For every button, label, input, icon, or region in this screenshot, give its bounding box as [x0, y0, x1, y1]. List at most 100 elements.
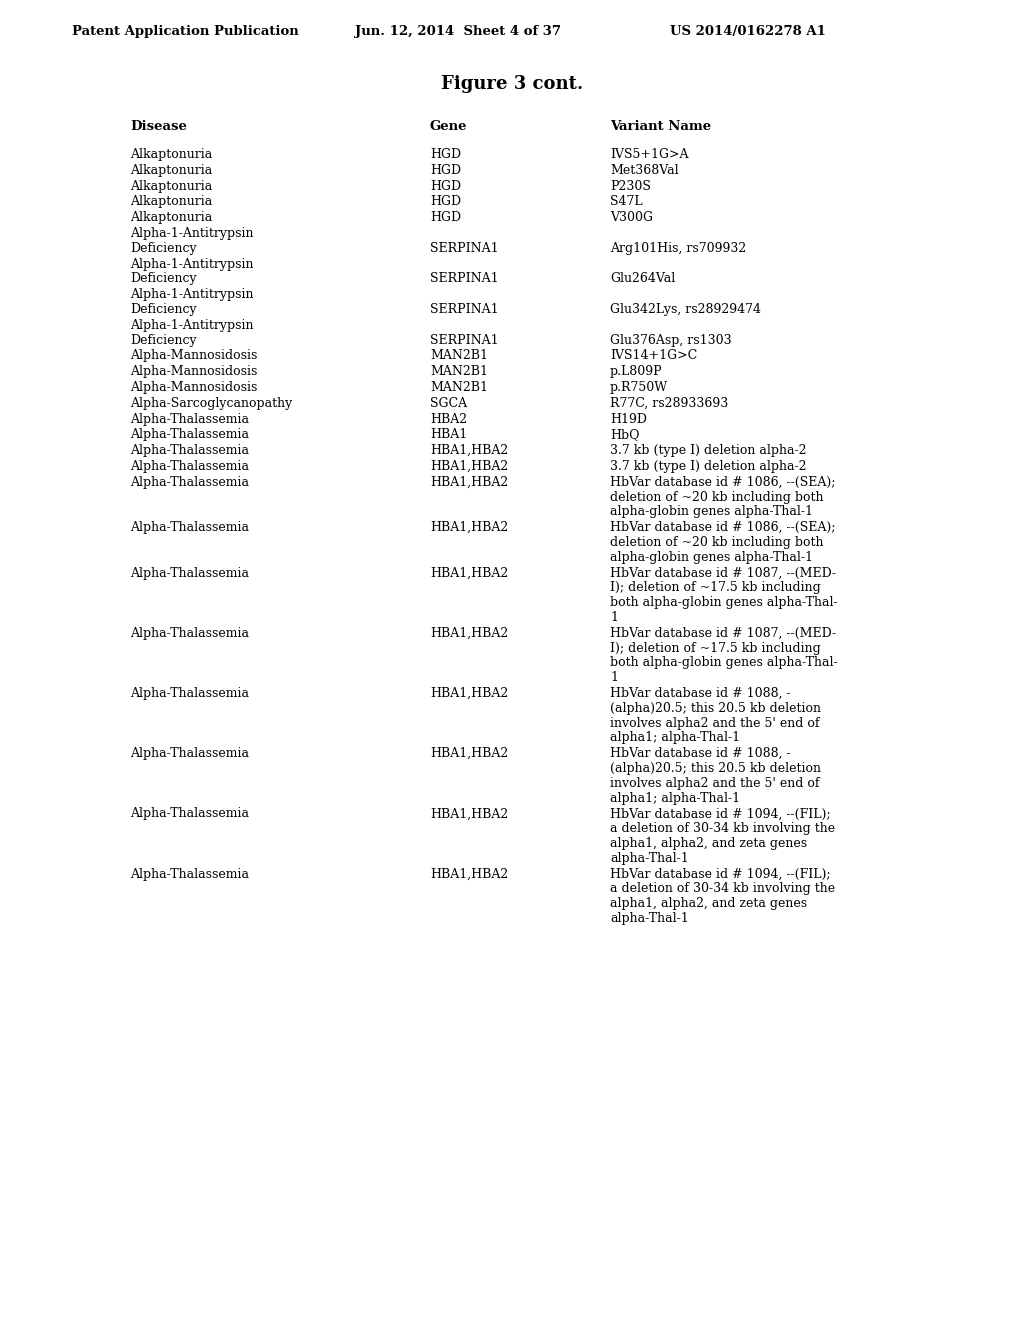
Text: both alpha-globin genes alpha-Thal-: both alpha-globin genes alpha-Thal-: [610, 656, 838, 669]
Text: HGD: HGD: [430, 195, 461, 209]
Text: HBA2: HBA2: [430, 413, 467, 425]
Text: both alpha-globin genes alpha-Thal-: both alpha-globin genes alpha-Thal-: [610, 597, 838, 610]
Text: R77C, rs28933693: R77C, rs28933693: [610, 397, 728, 409]
Text: alpha-globin genes alpha-Thal-1: alpha-globin genes alpha-Thal-1: [610, 550, 813, 564]
Text: HBA1,HBA2: HBA1,HBA2: [430, 627, 508, 640]
Text: I); deletion of ~17.5 kb including: I); deletion of ~17.5 kb including: [610, 642, 821, 655]
Text: alpha1, alpha2, and zeta genes: alpha1, alpha2, and zeta genes: [610, 898, 807, 911]
Text: Alpha-Thalassemia: Alpha-Thalassemia: [130, 459, 249, 473]
Text: V300G: V300G: [610, 211, 653, 224]
Text: SERPINA1: SERPINA1: [430, 272, 499, 285]
Text: S47L: S47L: [610, 195, 643, 209]
Text: HBA1,HBA2: HBA1,HBA2: [430, 475, 508, 488]
Text: Alpha-Thalassemia: Alpha-Thalassemia: [130, 475, 249, 488]
Text: alpha-Thal-1: alpha-Thal-1: [610, 912, 689, 925]
Text: 1: 1: [610, 671, 618, 684]
Text: IVS14+1G>C: IVS14+1G>C: [610, 350, 697, 363]
Text: Deficiency: Deficiency: [130, 304, 197, 315]
Text: Gene: Gene: [430, 120, 468, 133]
Text: MAN2B1: MAN2B1: [430, 350, 488, 363]
Text: Alpha-1-Antitrypsin: Alpha-1-Antitrypsin: [130, 257, 254, 271]
Text: Patent Application Publication: Patent Application Publication: [72, 25, 299, 38]
Text: Alpha-Thalassemia: Alpha-Thalassemia: [130, 429, 249, 441]
Text: Variant Name: Variant Name: [610, 120, 711, 133]
Text: Deficiency: Deficiency: [130, 242, 197, 255]
Text: Alpha-Thalassemia: Alpha-Thalassemia: [130, 747, 249, 760]
Text: alpha1; alpha-Thal-1: alpha1; alpha-Thal-1: [610, 731, 740, 744]
Text: Alpha-Mannosidosis: Alpha-Mannosidosis: [130, 350, 257, 363]
Text: HBA1,HBA2: HBA1,HBA2: [430, 566, 508, 579]
Text: deletion of ~20 kb including both: deletion of ~20 kb including both: [610, 536, 823, 549]
Text: Alpha-1-Antitrypsin: Alpha-1-Antitrypsin: [130, 288, 254, 301]
Text: (alpha)20.5; this 20.5 kb deletion: (alpha)20.5; this 20.5 kb deletion: [610, 702, 821, 715]
Text: Alpha-Mannosidosis: Alpha-Mannosidosis: [130, 366, 257, 379]
Text: alpha1; alpha-Thal-1: alpha1; alpha-Thal-1: [610, 792, 740, 805]
Text: Alkaptonuria: Alkaptonuria: [130, 180, 212, 193]
Text: involves alpha2 and the 5' end of: involves alpha2 and the 5' end of: [610, 776, 819, 789]
Text: Alpha-Mannosidosis: Alpha-Mannosidosis: [130, 381, 257, 393]
Text: SERPINA1: SERPINA1: [430, 304, 499, 315]
Text: H19D: H19D: [610, 413, 647, 425]
Text: 1: 1: [610, 611, 618, 624]
Text: Alpha-Sarcoglycanopathy: Alpha-Sarcoglycanopathy: [130, 397, 292, 409]
Text: Alpha-Thalassemia: Alpha-Thalassemia: [130, 867, 249, 880]
Text: MAN2B1: MAN2B1: [430, 381, 488, 393]
Text: alpha-globin genes alpha-Thal-1: alpha-globin genes alpha-Thal-1: [610, 506, 813, 519]
Text: Glu342Lys, rs28929474: Glu342Lys, rs28929474: [610, 304, 761, 315]
Text: US 2014/0162278 A1: US 2014/0162278 A1: [670, 25, 826, 38]
Text: Arg101His, rs709932: Arg101His, rs709932: [610, 242, 746, 255]
Text: Alpha-1-Antitrypsin: Alpha-1-Antitrypsin: [130, 319, 254, 331]
Text: HGD: HGD: [430, 211, 461, 224]
Text: Alkaptonuria: Alkaptonuria: [130, 195, 212, 209]
Text: deletion of ~20 kb including both: deletion of ~20 kb including both: [610, 491, 823, 504]
Text: (alpha)20.5; this 20.5 kb deletion: (alpha)20.5; this 20.5 kb deletion: [610, 762, 821, 775]
Text: Alkaptonuria: Alkaptonuria: [130, 211, 212, 224]
Text: Alpha-1-Antitrypsin: Alpha-1-Antitrypsin: [130, 227, 254, 240]
Text: Alpha-Thalassemia: Alpha-Thalassemia: [130, 808, 249, 821]
Text: 3.7 kb (type I) deletion alpha-2: 3.7 kb (type I) deletion alpha-2: [610, 445, 807, 457]
Text: Jun. 12, 2014  Sheet 4 of 37: Jun. 12, 2014 Sheet 4 of 37: [355, 25, 561, 38]
Text: P230S: P230S: [610, 180, 651, 193]
Text: Disease: Disease: [130, 120, 186, 133]
Text: HGD: HGD: [430, 148, 461, 161]
Text: HBA1,HBA2: HBA1,HBA2: [430, 867, 508, 880]
Text: HBA1: HBA1: [430, 429, 467, 441]
Text: I); deletion of ~17.5 kb including: I); deletion of ~17.5 kb including: [610, 581, 821, 594]
Text: HbVar database id # 1086, --(SEA);: HbVar database id # 1086, --(SEA);: [610, 475, 836, 488]
Text: Alpha-Thalassemia: Alpha-Thalassemia: [130, 445, 249, 457]
Text: MAN2B1: MAN2B1: [430, 366, 488, 379]
Text: SERPINA1: SERPINA1: [430, 334, 499, 347]
Text: HbVar database id # 1094, --(FIL);: HbVar database id # 1094, --(FIL);: [610, 808, 830, 821]
Text: Alpha-Thalassemia: Alpha-Thalassemia: [130, 566, 249, 579]
Text: 3.7 kb (type I) deletion alpha-2: 3.7 kb (type I) deletion alpha-2: [610, 459, 807, 473]
Text: Glu264Val: Glu264Val: [610, 272, 675, 285]
Text: HbVar database id # 1086, --(SEA);: HbVar database id # 1086, --(SEA);: [610, 521, 836, 535]
Text: HBA1,HBA2: HBA1,HBA2: [430, 686, 508, 700]
Text: alpha-Thal-1: alpha-Thal-1: [610, 851, 689, 865]
Text: SERPINA1: SERPINA1: [430, 242, 499, 255]
Text: HbVar database id # 1088, -: HbVar database id # 1088, -: [610, 686, 791, 700]
Text: Alpha-Thalassemia: Alpha-Thalassemia: [130, 521, 249, 535]
Text: involves alpha2 and the 5' end of: involves alpha2 and the 5' end of: [610, 717, 819, 730]
Text: HbVar database id # 1087, --(MED-: HbVar database id # 1087, --(MED-: [610, 566, 837, 579]
Text: HGD: HGD: [430, 180, 461, 193]
Text: HbVar database id # 1087, --(MED-: HbVar database id # 1087, --(MED-: [610, 627, 837, 640]
Text: Met368Val: Met368Val: [610, 164, 679, 177]
Text: HbVar database id # 1088, -: HbVar database id # 1088, -: [610, 747, 791, 760]
Text: Glu376Asp, rs1303: Glu376Asp, rs1303: [610, 334, 731, 347]
Text: Alpha-Thalassemia: Alpha-Thalassemia: [130, 627, 249, 640]
Text: HBA1,HBA2: HBA1,HBA2: [430, 521, 508, 535]
Text: Alpha-Thalassemia: Alpha-Thalassemia: [130, 413, 249, 425]
Text: HBA1,HBA2: HBA1,HBA2: [430, 747, 508, 760]
Text: Deficiency: Deficiency: [130, 334, 197, 347]
Text: Alkaptonuria: Alkaptonuria: [130, 148, 212, 161]
Text: Alpha-Thalassemia: Alpha-Thalassemia: [130, 686, 249, 700]
Text: Figure 3 cont.: Figure 3 cont.: [441, 75, 583, 92]
Text: IVS5+1G>A: IVS5+1G>A: [610, 148, 688, 161]
Text: a deletion of 30-34 kb involving the: a deletion of 30-34 kb involving the: [610, 882, 836, 895]
Text: HbVar database id # 1094, --(FIL);: HbVar database id # 1094, --(FIL);: [610, 867, 830, 880]
Text: p.L809P: p.L809P: [610, 366, 663, 379]
Text: HbQ: HbQ: [610, 429, 640, 441]
Text: a deletion of 30-34 kb involving the: a deletion of 30-34 kb involving the: [610, 822, 836, 836]
Text: alpha1, alpha2, and zeta genes: alpha1, alpha2, and zeta genes: [610, 837, 807, 850]
